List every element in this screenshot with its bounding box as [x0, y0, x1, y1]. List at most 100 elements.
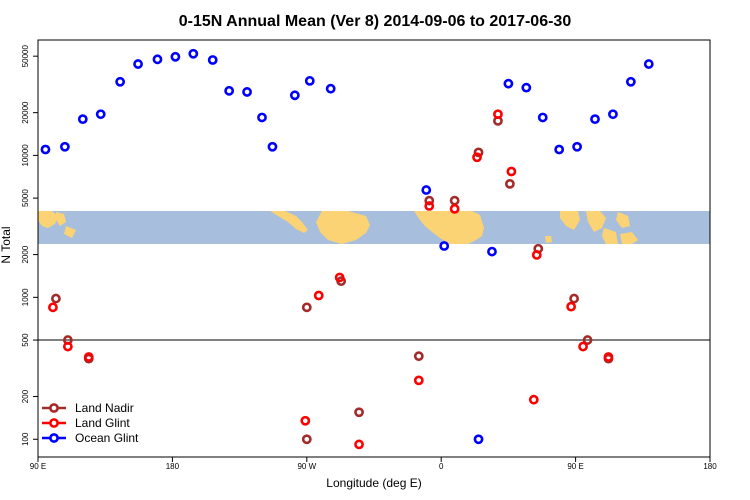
land-glint-point — [62, 341, 73, 352]
land-nadir-point — [473, 147, 484, 158]
ocean-glint-point — [77, 114, 88, 125]
ocean-glint-point — [439, 241, 450, 251]
map-land-india-tip — [560, 211, 580, 230]
land-glint-point — [413, 375, 424, 386]
land-nadir-point — [424, 195, 435, 206]
plot-frame — [37, 39, 711, 458]
legend-marker-land-glint — [49, 418, 59, 428]
land-glint-point — [354, 439, 364, 450]
legend-marker-land-nadir — [49, 403, 59, 413]
y-tick-label: 5000 — [21, 189, 30, 207]
land-glint-point — [566, 301, 577, 312]
ocean-glint-point — [224, 85, 235, 96]
ocean-glint-point — [152, 54, 163, 65]
ocean-glint-point — [554, 144, 565, 155]
map-land-south-america — [316, 211, 370, 244]
legend-label-land-glint: Land Glint — [75, 416, 130, 430]
ocean-glint-point — [59, 141, 70, 152]
land-glint-point — [334, 272, 345, 283]
map-land-indochina — [586, 211, 606, 232]
map-land-southeast-asia-1 — [38, 211, 58, 228]
y-tick-label: 200 — [21, 389, 30, 403]
ocean-glint-point — [289, 90, 300, 101]
ocean-glint-point — [487, 246, 497, 257]
land-glint-point — [449, 203, 460, 214]
ocean-glint-point — [242, 87, 252, 97]
land-glint-point — [424, 201, 435, 211]
y-tick-label: 100 — [21, 432, 30, 446]
ocean-glint-point — [473, 434, 484, 445]
land-nadir-point — [301, 434, 312, 445]
ocean-glint-point — [95, 109, 106, 120]
land-glint-point — [313, 290, 324, 301]
ocean-glint-point — [304, 75, 315, 86]
legend-label-ocean-glint: Ocean Glint — [75, 431, 139, 445]
legend-marker-ocean-glint — [49, 433, 59, 443]
ocean-glint-point — [503, 78, 514, 89]
land-glint-point — [506, 166, 517, 177]
ocean-glint-point — [421, 185, 432, 195]
land-nadir-point — [449, 195, 460, 206]
ocean-glint-point — [115, 76, 126, 87]
land-glint-point — [531, 250, 542, 260]
ocean-glint-point — [257, 112, 267, 123]
land-nadir-point — [569, 293, 580, 304]
ocean-glint-point — [625, 76, 636, 87]
land-glint-point — [48, 302, 58, 313]
ocean-glint-point — [133, 59, 143, 69]
ocean-glint-point — [170, 51, 181, 62]
x-axis-label: Longitude (deg E) — [326, 476, 421, 490]
y-tick-label: 2000 — [21, 245, 30, 263]
ocean-glint-point — [643, 59, 654, 69]
x-tick-label: 90 W — [297, 462, 316, 471]
ocean-glint-point — [572, 141, 582, 152]
land-nadir-point — [504, 178, 515, 189]
ocean-glint-point — [521, 82, 532, 93]
map-land-philippines — [616, 212, 630, 228]
x-tick-label: 90 E — [567, 462, 583, 471]
land-nadir-point — [301, 302, 312, 313]
ocean-glint-point — [537, 112, 548, 123]
map-land-malay — [602, 228, 618, 244]
land-nadir-point — [582, 335, 593, 345]
ocean-glint-point — [188, 48, 199, 59]
chart-title: 0-15N Annual Mean (Ver 8) 2014-09-06 to … — [179, 13, 572, 30]
land-glint-point — [578, 341, 588, 352]
land-glint-point — [300, 415, 311, 426]
x-tick-label: 90 E — [30, 462, 46, 471]
land-nadir-point — [51, 293, 61, 304]
ocean-glint-point — [207, 55, 218, 65]
map-land-southeast-asia-2 — [56, 212, 66, 226]
ocean-glint-point — [325, 83, 336, 94]
land-glint-point — [528, 394, 539, 405]
axes: 90 E 180 90 W 0 90 E 180 100 200 500 1000 2000 5000… — [21, 39, 717, 471]
map-land — [38, 211, 638, 244]
ocean-glint-point — [40, 144, 51, 155]
x-tick-label: 180 — [166, 462, 180, 471]
x-tick-label: 180 — [703, 462, 717, 471]
y-tick-label: 500 — [21, 333, 30, 347]
y-tick-label: 20000 — [21, 101, 30, 124]
map-land-southeast-asia-3 — [64, 226, 76, 238]
legend-label-land-nadir: Land Nadir — [75, 401, 134, 415]
world-map-band — [38, 211, 710, 244]
ocean-glint-point — [267, 141, 278, 152]
map-land-borneo — [620, 232, 638, 244]
data-points — [40, 48, 654, 450]
ocean-glint-point — [590, 114, 600, 125]
land-glint-point — [493, 109, 503, 120]
map-land-africa — [414, 211, 484, 244]
land-glint-point — [83, 352, 94, 362]
x-tick-label: 0 — [439, 462, 444, 471]
land-nadir-point — [354, 407, 364, 418]
y-tick-label: 50000 — [21, 45, 30, 68]
y-tick-label: 1000 — [21, 288, 30, 306]
map-land-central-america — [270, 211, 308, 233]
ocean-glint-point — [608, 109, 618, 120]
land-glint-point — [472, 152, 482, 163]
land-glint-point — [603, 352, 614, 362]
land-nadir-point — [413, 351, 424, 362]
y-tick-label: 10000 — [21, 144, 30, 167]
